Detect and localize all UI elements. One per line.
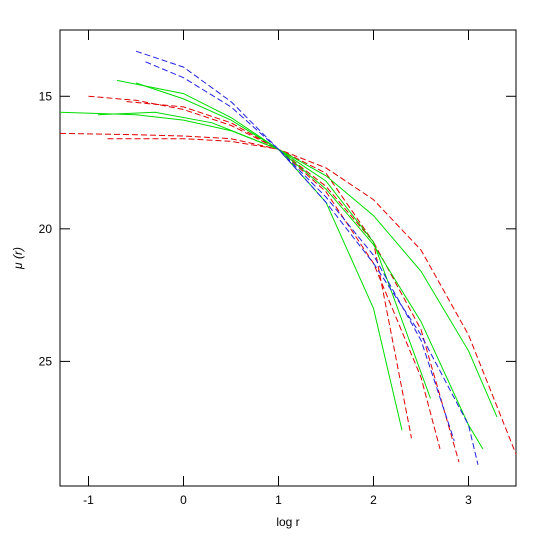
profile-line bbox=[59, 111, 498, 418]
y-tick-label: 15 bbox=[39, 89, 53, 103]
profile-line bbox=[135, 50, 479, 465]
x-tick-label: 0 bbox=[180, 493, 187, 507]
profile-line bbox=[135, 82, 484, 450]
profile-line bbox=[145, 61, 455, 442]
y-axis-label: μ (r) bbox=[11, 247, 25, 270]
profile-line bbox=[59, 132, 517, 455]
x-tick-label: 3 bbox=[465, 493, 472, 507]
x-tick-label: 1 bbox=[275, 493, 282, 507]
x-axis-label: log r bbox=[276, 515, 299, 529]
plot-frame bbox=[59, 29, 517, 487]
x-tick-label: -1 bbox=[83, 493, 94, 507]
x-tick-label: 2 bbox=[370, 493, 377, 507]
profile-line bbox=[107, 138, 412, 439]
profile-line bbox=[126, 101, 441, 450]
profile-line bbox=[88, 95, 460, 463]
y-tick-label: 20 bbox=[39, 222, 53, 236]
y-tick-label: 25 bbox=[39, 354, 53, 368]
